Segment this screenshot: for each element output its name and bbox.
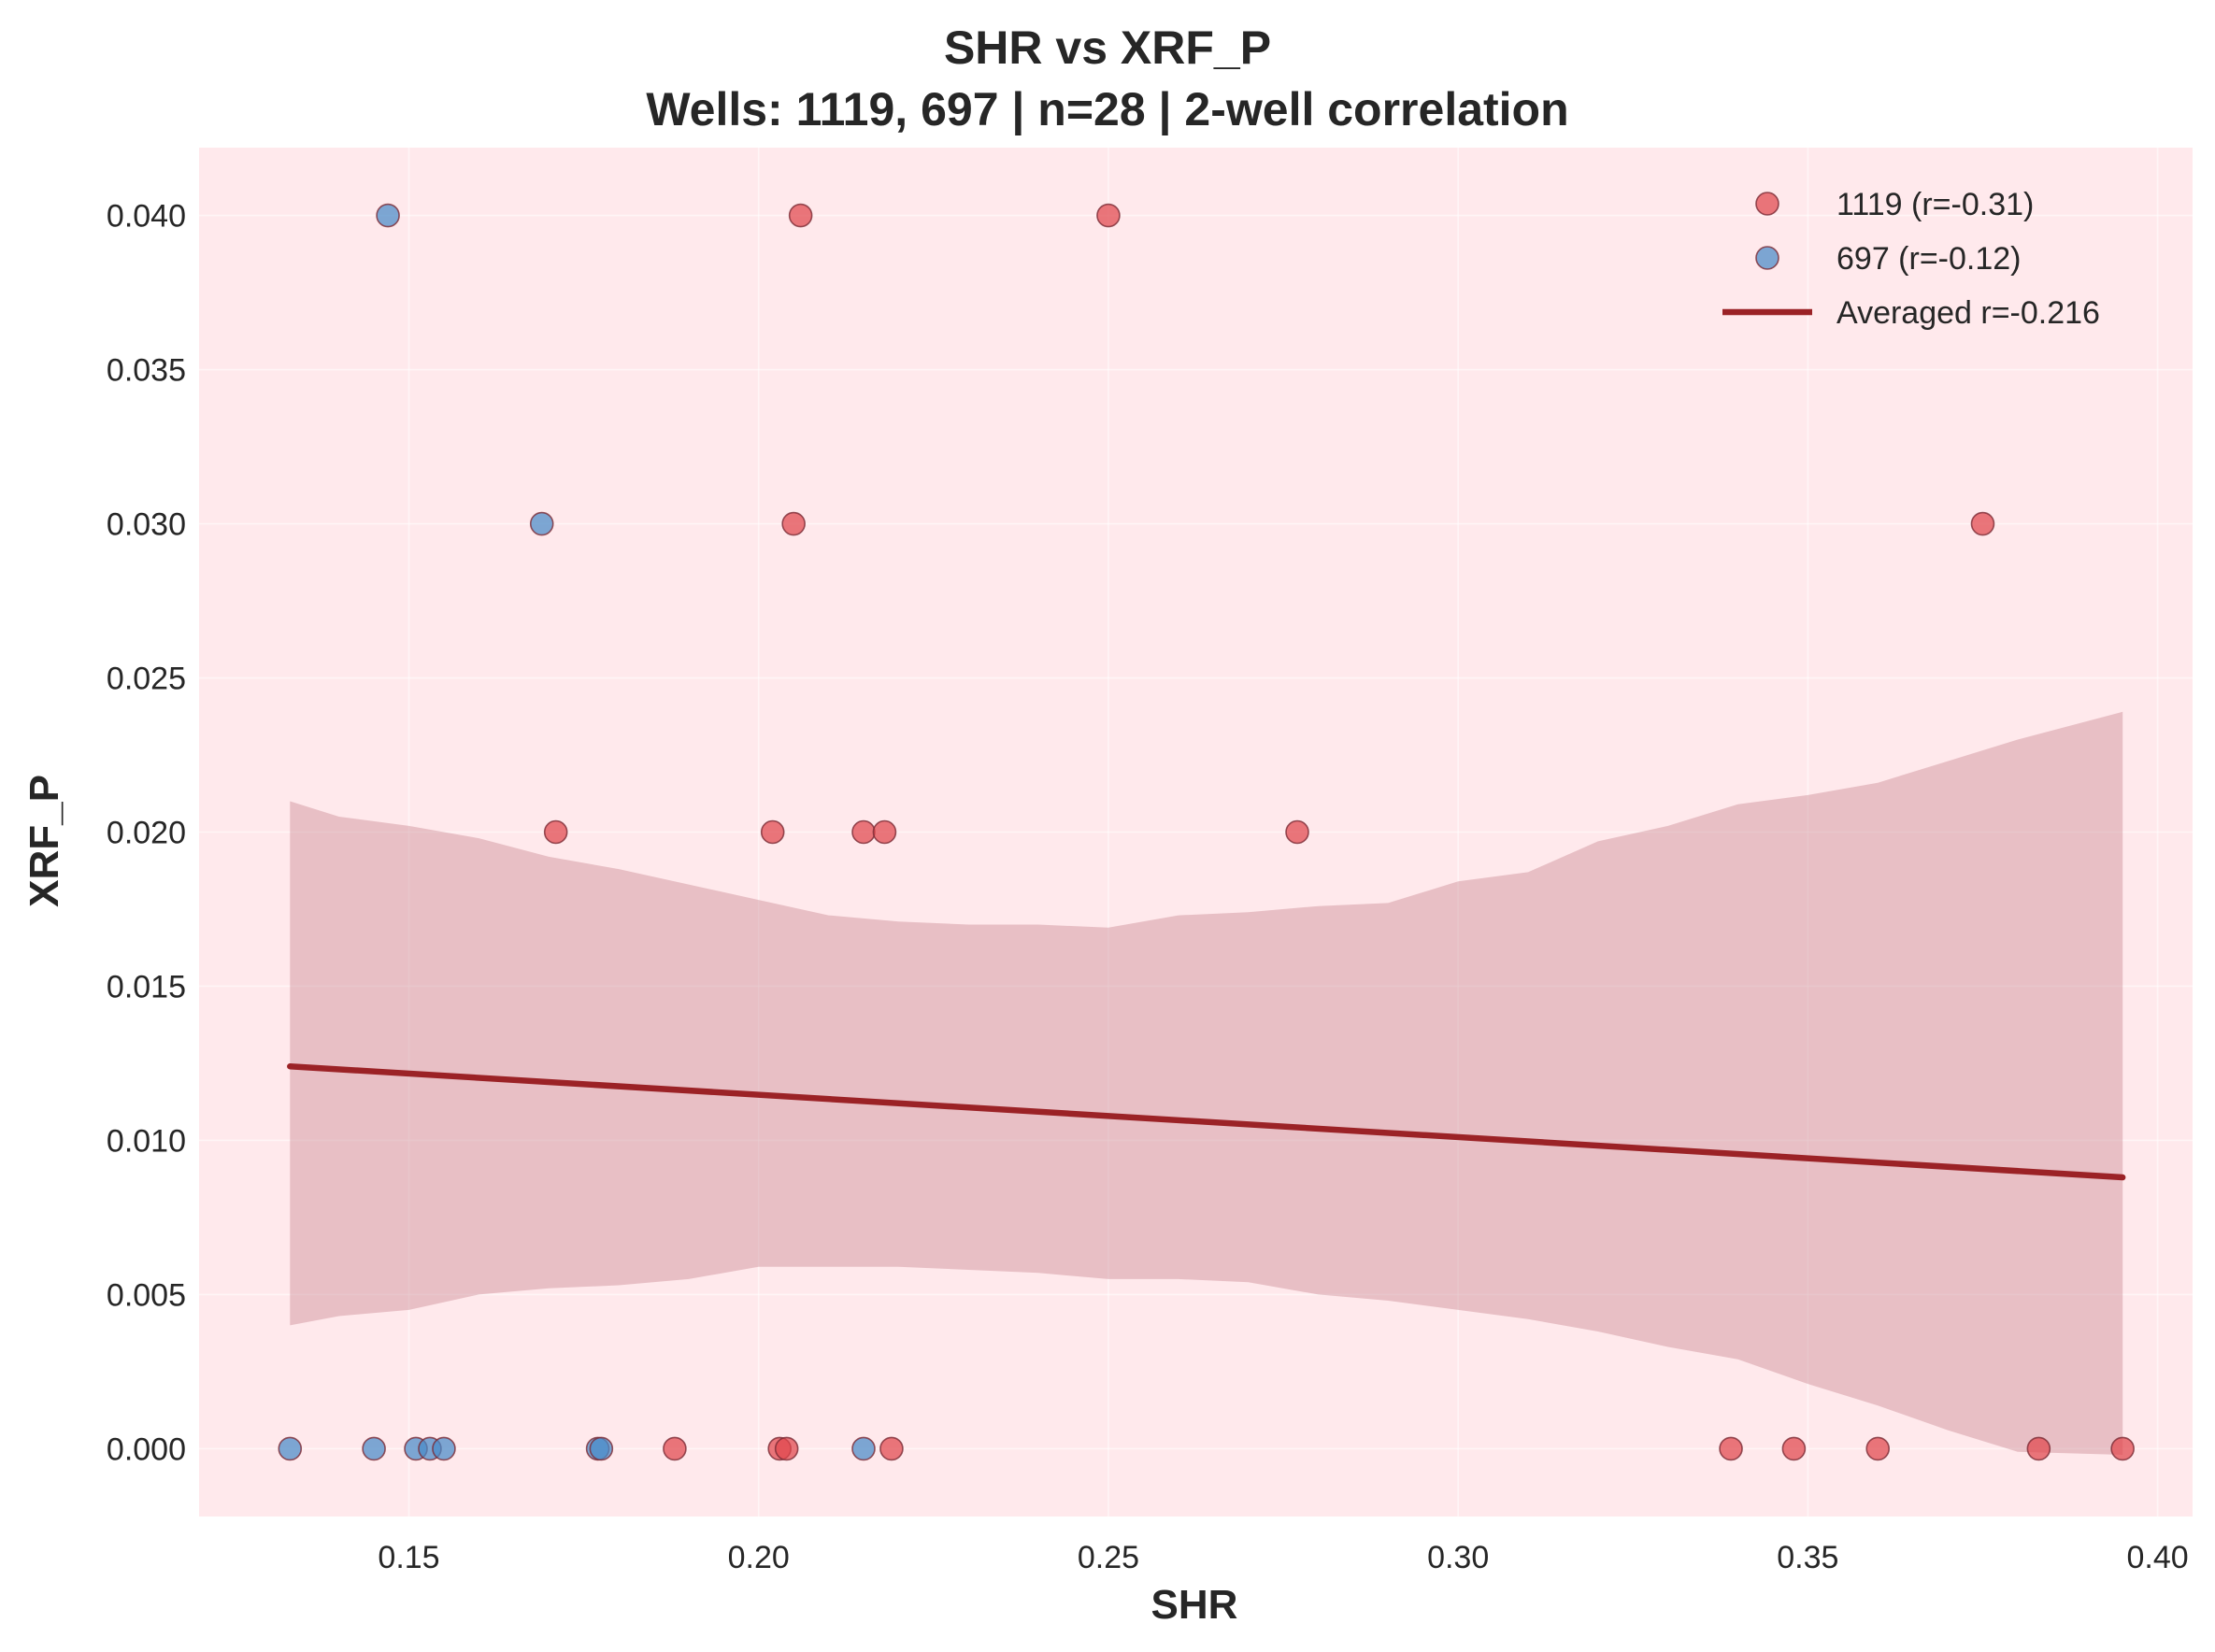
- fit-line-layer: [287, 1063, 2126, 1181]
- y-tick-label: 0.030: [107, 507, 186, 543]
- grid: [199, 148, 2193, 1517]
- point-series-1: [788, 203, 813, 228]
- point-series-1: [872, 819, 897, 845]
- y-tick-label: 0.015: [107, 969, 186, 1004]
- point-series-1: [760, 819, 785, 845]
- point-series-1: [1970, 511, 1995, 536]
- point-series-1: [1865, 1436, 1891, 1461]
- x-tick-label: 0.15: [378, 1540, 439, 1575]
- point-series-1: [2026, 1436, 2051, 1461]
- point-series-2: [376, 203, 400, 228]
- legend-label: 1119 (r=-0.31): [1836, 187, 2034, 222]
- point-series-1: [1096, 203, 1121, 228]
- point-series-1: [851, 819, 876, 845]
- y-tick-label: 0.020: [107, 816, 186, 851]
- point-series-2: [529, 511, 554, 536]
- point-series-1: [1285, 819, 1309, 845]
- regression-line: [287, 1063, 2126, 1181]
- y-tick-label: 0.025: [107, 662, 186, 697]
- chart-title: SHR vs XRF_P: [944, 21, 1271, 74]
- legend: 1119 (r=-0.31) 697 (r=-0.12) Averaged r=-0…: [1722, 187, 2100, 331]
- x-tick-label: 0.40: [2126, 1540, 2188, 1575]
- y-tick-label: 0.000: [107, 1431, 186, 1467]
- y-axis-label: XRF_P: [21, 775, 67, 907]
- x-tick-label: 0.30: [1427, 1540, 1489, 1575]
- confidence-band: [290, 711, 2123, 1455]
- y-axis-ticks: 0.000 0.005 0.010 0.015 0.020 0.025 0.030 0.035…: [107, 199, 186, 1468]
- legend-label: 697 (r=-0.12): [1836, 241, 2022, 277]
- point-series-2: [278, 1436, 303, 1461]
- point-series-2: [589, 1436, 614, 1461]
- legend-marker: [1755, 192, 1779, 216]
- point-series-1: [774, 1436, 799, 1461]
- legend-label: Averaged r=-0.216: [1836, 295, 2100, 331]
- point-series-2: [362, 1436, 386, 1461]
- point-series-1: [663, 1436, 687, 1461]
- point-series-2: [851, 1436, 876, 1461]
- x-tick-label: 0.35: [1777, 1540, 1838, 1575]
- point-series-1: [781, 511, 806, 536]
- point-series-1: [879, 1436, 904, 1461]
- confidence-band-layer: [290, 711, 2123, 1455]
- x-axis-label: SHR: [1151, 1582, 1238, 1628]
- chart-subtitle: Wells: 1119, 697 | n=28 | 2-well correla…: [646, 83, 1568, 136]
- legend-marker: [1755, 246, 1779, 270]
- y-tick-label: 0.005: [107, 1277, 186, 1313]
- point-series-2: [432, 1436, 456, 1461]
- point-series-1: [1781, 1436, 1807, 1461]
- x-tick-label: 0.20: [728, 1540, 790, 1575]
- point-series-1: [543, 819, 568, 845]
- y-tick-label: 0.035: [107, 353, 186, 389]
- data-points: [278, 203, 2135, 1461]
- point-series-1: [2110, 1436, 2135, 1461]
- x-axis-ticks: 0.15 0.20 0.25 0.30 0.35 0.40: [378, 1540, 2188, 1575]
- y-tick-label: 0.040: [107, 199, 186, 235]
- point-series-1: [1719, 1436, 1743, 1461]
- y-tick-label: 0.010: [107, 1123, 186, 1159]
- x-tick-label: 0.25: [1078, 1540, 1139, 1575]
